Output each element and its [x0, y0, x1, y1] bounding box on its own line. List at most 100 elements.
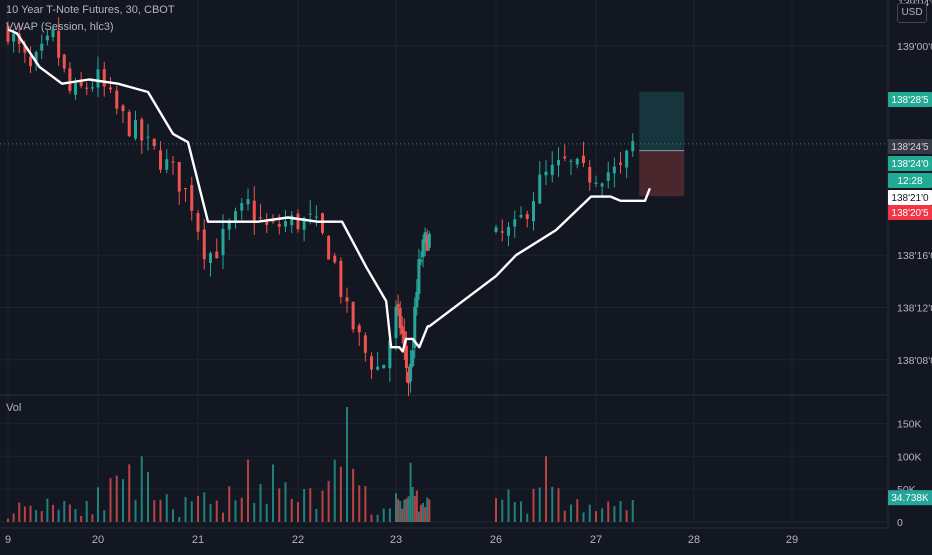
volume-bar: [364, 486, 367, 522]
volume-bar: [128, 464, 131, 522]
volume-bar: [495, 498, 497, 522]
candle-body: [85, 87, 89, 89]
volume-bar: [545, 456, 547, 522]
candle-body: [40, 43, 44, 51]
candle-body: [177, 162, 181, 192]
candle-body: [594, 182, 598, 184]
volume-bar: [115, 475, 118, 522]
candle-body: [357, 325, 361, 333]
volume-bar: [501, 499, 504, 522]
volume-bar: [417, 511, 420, 522]
candle-body: [588, 167, 592, 183]
volume-bar: [563, 510, 566, 522]
candle-body: [115, 90, 119, 109]
candle-body: [612, 166, 616, 174]
candle-body: [6, 25, 10, 42]
volume-bar: [97, 487, 99, 522]
volume-bar: [103, 510, 106, 522]
candle-body: [415, 291, 419, 308]
volume-last-badge: 34.738K: [888, 490, 932, 506]
volume-bar: [333, 459, 336, 522]
candle-body: [51, 29, 55, 38]
candle-body: [519, 214, 523, 218]
candle-body: [351, 302, 355, 330]
volume-bar: [399, 500, 402, 522]
volume-bar: [401, 508, 404, 522]
volume-bar: [507, 489, 510, 522]
volume-bar: [278, 488, 281, 522]
volume-tick-label: 150K: [897, 418, 922, 430]
candle-body: [382, 364, 386, 369]
candle-body: [252, 200, 256, 221]
candle-body: [425, 235, 429, 251]
volume-bar: [426, 497, 429, 522]
candle-body: [284, 221, 287, 227]
currency-button[interactable]: USD: [897, 3, 927, 23]
volume-bar: [272, 464, 274, 522]
candle-body: [411, 350, 415, 367]
grid-lines: [0, 0, 889, 529]
volume-bar: [63, 500, 66, 522]
candle-body: [127, 111, 131, 137]
time-tick-label: 21: [192, 534, 204, 546]
volume-bar: [23, 506, 26, 522]
candle-body: [402, 330, 406, 346]
candle-body: [296, 213, 300, 230]
volume-bar: [240, 497, 243, 522]
candle-body: [600, 183, 604, 187]
volume-bar: [397, 499, 400, 522]
candle-body: [394, 306, 398, 339]
candle-body: [513, 219, 517, 227]
candle-body: [62, 54, 66, 69]
price-badge-vwap: 138'21'0: [888, 190, 932, 205]
candle-body: [625, 150, 629, 168]
volume-bar: [407, 496, 410, 522]
volume-bar: [557, 488, 560, 522]
candle-body: [507, 226, 510, 236]
volume-bar: [209, 503, 212, 522]
price-badge-bg: [888, 139, 932, 154]
time-tick-label: 22: [292, 534, 304, 546]
volume-bar: [253, 502, 256, 522]
chart-title[interactable]: 10 Year T-Note Futures, 30, CBOT: [6, 4, 175, 16]
candle-body: [165, 159, 169, 170]
volume-badge-bg: [888, 490, 932, 506]
candle-body: [407, 371, 410, 384]
candle-body: [532, 201, 535, 222]
candle-body: [582, 155, 585, 164]
candle-body: [398, 308, 402, 329]
candles: [6, 17, 635, 397]
candle-body: [121, 105, 125, 112]
volume-bar: [172, 509, 174, 522]
candle-body: [376, 366, 380, 370]
volume-bar: [601, 508, 604, 522]
candle-body: [500, 231, 504, 233]
price-badge-bg: [888, 92, 932, 107]
volume-bar: [321, 490, 324, 522]
volume-indicator-label[interactable]: Vol: [6, 402, 22, 414]
candle-body: [423, 232, 427, 243]
price-badge-text: 12:28: [897, 176, 922, 187]
volume-bar: [526, 513, 529, 522]
candle-body: [631, 141, 635, 152]
candle-body: [550, 164, 554, 176]
candle-body: [29, 56, 32, 67]
time-tick-label: 9: [5, 534, 11, 546]
price-badge-target: 138'28'5: [888, 92, 932, 107]
vwap-indicator-label[interactable]: VWAP (Session, hlc3): [6, 21, 114, 33]
volume-bar: [57, 509, 60, 522]
candle-body: [57, 30, 61, 58]
candle-body: [34, 52, 38, 64]
candle-body: [363, 335, 367, 353]
volume-bar: [247, 459, 249, 522]
candle-body: [234, 211, 237, 223]
candle-body: [259, 217, 262, 219]
price-badge-text: 138'28'5: [891, 95, 929, 106]
volume-bar: [352, 468, 355, 522]
volume-bar: [165, 494, 168, 522]
candle-body: [109, 87, 112, 90]
candle-body: [569, 160, 573, 162]
volume-bar: [422, 502, 425, 522]
